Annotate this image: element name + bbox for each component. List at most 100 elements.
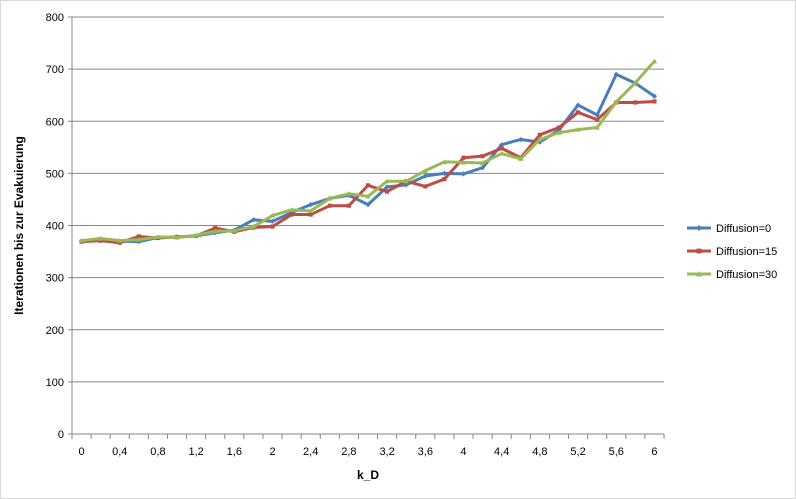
data-point-marker <box>365 202 371 208</box>
data-point-marker <box>460 159 467 165</box>
data-point-marker <box>117 240 122 245</box>
data-point-marker <box>269 212 276 218</box>
series-line <box>80 99 656 245</box>
data-point-marker <box>98 235 104 241</box>
data-point-marker <box>633 100 638 105</box>
data-point-marker <box>441 159 447 164</box>
data-point-marker <box>422 173 428 179</box>
data-point-marker <box>479 165 486 171</box>
data-point-marker <box>460 171 467 177</box>
x-tick-label: 0,4 <box>112 446 127 458</box>
data-point-marker <box>480 154 485 159</box>
x-tick-label: 2,8 <box>341 446 356 458</box>
data-point-marker <box>365 193 371 199</box>
y-tick-label: 700 <box>46 64 64 76</box>
data-point-marker <box>613 99 619 105</box>
data-point-marker <box>461 155 466 160</box>
data-point-marker <box>479 160 486 166</box>
y-tick-label: 800 <box>46 12 64 24</box>
data-point-marker <box>696 271 702 277</box>
data-point-marker <box>308 202 314 208</box>
data-point-marker <box>442 177 447 182</box>
data-point-marker <box>652 99 657 104</box>
x-tick-label: 1,6 <box>227 446 242 458</box>
series-diffusion-0 <box>78 71 658 245</box>
data-point-marker <box>231 228 237 233</box>
data-point-marker <box>155 234 161 240</box>
data-point-marker <box>289 207 295 212</box>
data-point-marker <box>308 212 313 217</box>
data-point-marker <box>499 150 505 156</box>
legend-label: Diffusion=15 <box>716 246 777 258</box>
data-point-marker <box>651 93 658 99</box>
series-lines <box>78 58 658 245</box>
data-point-marker <box>212 228 218 234</box>
legend-label: Diffusion=0 <box>716 223 771 235</box>
data-point-marker <box>595 117 600 122</box>
data-point-marker <box>78 238 85 243</box>
data-point-marker <box>537 136 543 142</box>
data-point-marker <box>499 146 504 151</box>
x-tick-label: 4,8 <box>532 446 547 458</box>
series-line <box>80 72 656 244</box>
y-tick-label: 0 <box>58 429 64 441</box>
data-point-marker <box>327 195 333 201</box>
data-point-marker <box>696 225 702 231</box>
data-point-marker <box>403 178 409 184</box>
y-tick-label: 100 <box>46 377 64 389</box>
data-point-marker <box>270 224 275 229</box>
data-point-marker <box>696 248 702 254</box>
x-axis-title: k_D <box>357 468 379 482</box>
data-point-marker <box>327 203 332 208</box>
x-tick-label: 5,2 <box>570 446 585 458</box>
data-point-marker <box>193 232 199 238</box>
data-point-marker <box>632 80 638 85</box>
data-point-marker <box>384 178 390 184</box>
data-point-marker <box>556 125 562 130</box>
data-point-marker <box>423 184 428 189</box>
x-tick-label: 2,4 <box>303 446 318 458</box>
data-point-marker <box>289 212 294 217</box>
y-tick-label: 600 <box>46 116 64 128</box>
y-tick-label: 500 <box>46 168 64 180</box>
series-line <box>80 59 656 243</box>
legend-label: Diffusion=30 <box>716 269 777 281</box>
data-point-marker <box>174 234 180 240</box>
data-point-marker <box>117 238 123 243</box>
legend-item: Diffusion=30 <box>687 269 777 281</box>
data-point-marker <box>385 189 390 194</box>
data-point-marker <box>136 234 141 239</box>
data-point-marker <box>269 218 276 224</box>
data-point-marker <box>250 217 257 223</box>
data-point-marker <box>98 238 103 243</box>
x-tick-label: 3,6 <box>418 446 433 458</box>
legend: Diffusion=0 Diffusion=15 Diffusion=30 <box>687 223 777 281</box>
data-point-marker <box>346 191 352 196</box>
legend-item: Diffusion=15 <box>687 246 777 258</box>
data-point-marker <box>575 102 581 108</box>
x-tick-label: 3,2 <box>379 446 394 458</box>
data-point-marker <box>594 112 600 118</box>
data-point-marker <box>499 142 505 148</box>
x-tick-label: 5,6 <box>609 446 624 458</box>
axes <box>68 16 665 439</box>
data-point-marker <box>365 183 371 188</box>
series-diffusion-30 <box>78 58 658 243</box>
data-point-marker <box>651 58 658 64</box>
data-point-marker <box>518 156 524 161</box>
y-tick-label: 200 <box>46 325 64 337</box>
x-tick-label: 6 <box>651 446 657 458</box>
x-tick-label: 4,4 <box>494 446 509 458</box>
data-point-marker <box>575 110 581 115</box>
x-tick-label: 2 <box>269 446 275 458</box>
x-tick-label: 0 <box>78 446 84 458</box>
data-point-marker <box>136 236 142 242</box>
y-tick-label: 400 <box>46 221 64 233</box>
x-tick-label: 1,2 <box>188 446 203 458</box>
data-point-marker <box>250 223 257 229</box>
data-point-marker <box>422 168 428 173</box>
data-point-marker <box>518 136 524 143</box>
data-point-marker <box>594 124 600 130</box>
data-point-marker <box>613 71 619 77</box>
